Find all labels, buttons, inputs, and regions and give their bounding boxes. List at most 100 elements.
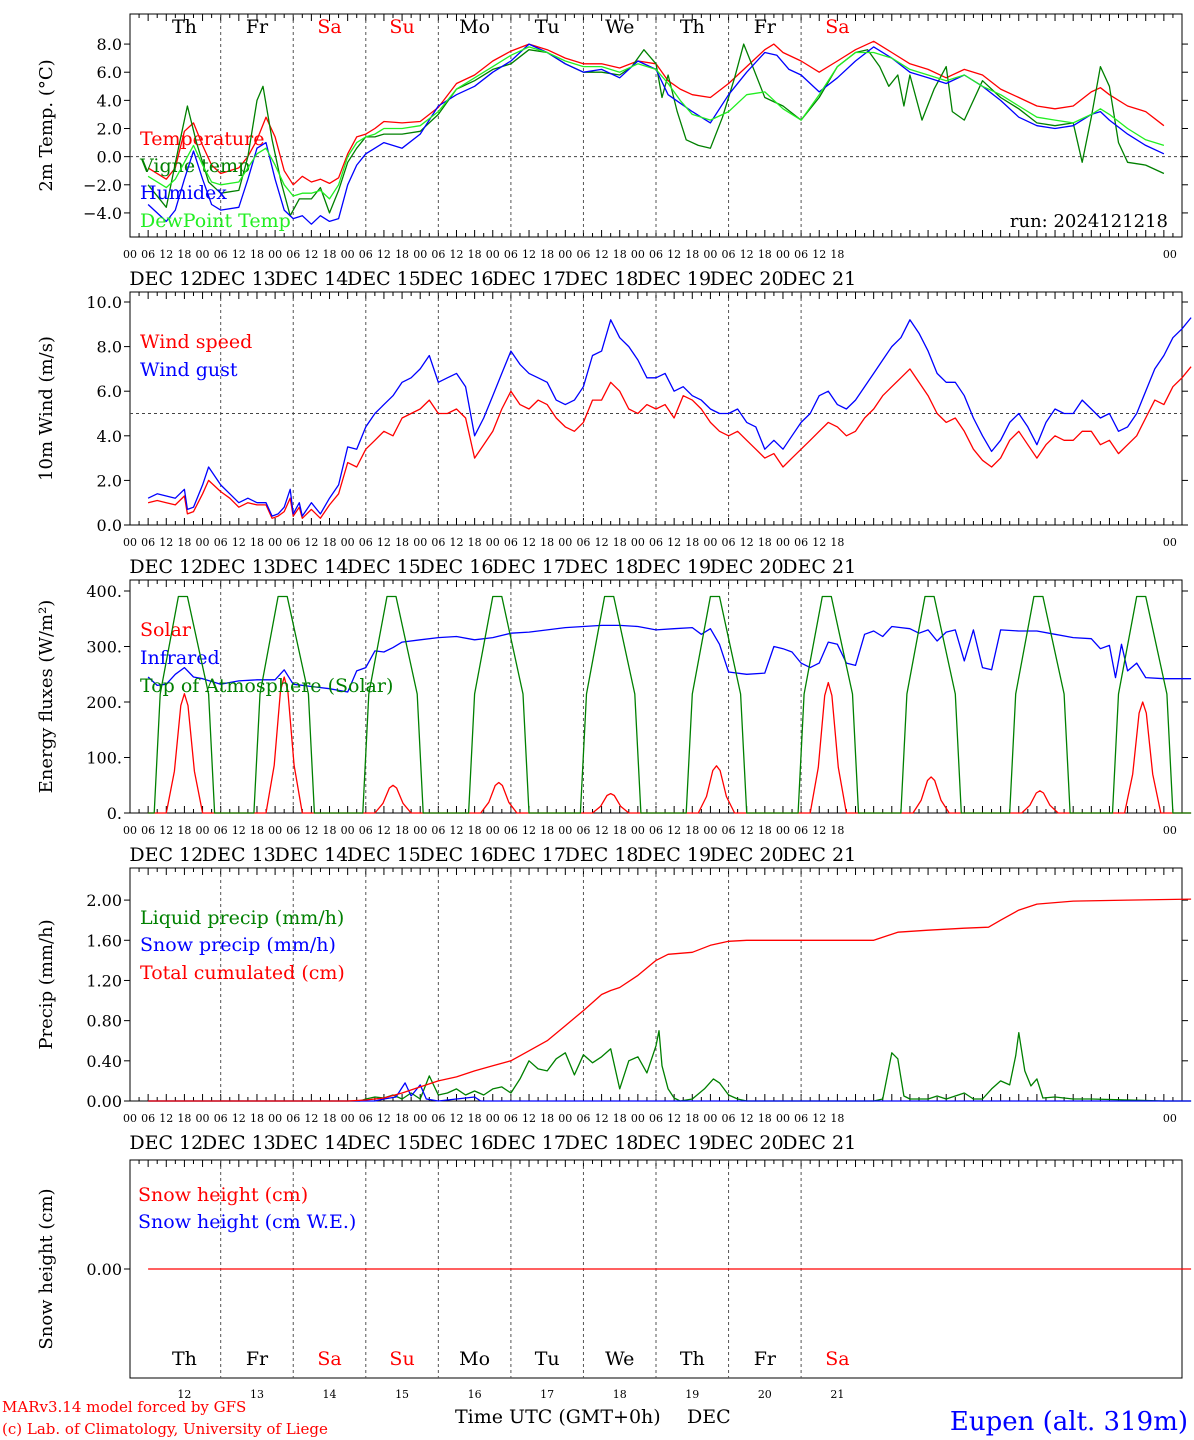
- hour-label: 06: [141, 536, 155, 549]
- hour-label: 06: [214, 536, 228, 549]
- hour-label: 00: [631, 248, 645, 261]
- hour-label: 00: [268, 1112, 282, 1125]
- date-label: DEC 19: [637, 844, 711, 866]
- legend-entry: Total cumulated (cm): [140, 962, 345, 984]
- y-tick-label: 4.0: [97, 427, 122, 446]
- hour-label: 12: [377, 824, 391, 837]
- date-label: DEC 12: [129, 844, 203, 866]
- hour-label: 06: [794, 1112, 808, 1125]
- hour-label: 18: [250, 248, 264, 261]
- day-name: We: [605, 16, 634, 38]
- hour-label: 00: [123, 248, 137, 261]
- series-line-infrared: [147, 624, 1192, 693]
- hour-label: 06: [141, 824, 155, 837]
- series-line-solar: [148, 676, 1192, 814]
- hour-label: 06: [794, 536, 808, 549]
- date-label: DEC 15: [347, 844, 421, 866]
- hour-label: 18: [613, 536, 627, 549]
- hour-label: 18: [685, 824, 699, 837]
- hour-label: 06: [141, 1112, 155, 1125]
- legend-entry: DewPoint Temp: [140, 210, 291, 232]
- hour-label: 06: [576, 1112, 590, 1125]
- hour-label: 12: [159, 248, 173, 261]
- legend-entry: Humidex: [140, 182, 227, 204]
- hour-label: 18: [613, 248, 627, 261]
- hour-label: 06: [286, 536, 300, 549]
- hour-label: 18: [758, 824, 772, 837]
- y-tick-label: 0.80: [86, 1012, 122, 1031]
- day-name: Tu: [535, 16, 560, 38]
- day-name: Sa: [317, 16, 341, 38]
- day-name: Su: [389, 16, 414, 38]
- hour-label: 06: [359, 536, 373, 549]
- date-label: DEC 16: [420, 844, 494, 866]
- legend-entry: Infrared: [140, 647, 220, 669]
- hour-label: 00: [341, 536, 355, 549]
- hour-label: 12: [667, 536, 681, 549]
- hour-label: 12: [232, 1112, 246, 1125]
- day-name: Th: [172, 1348, 197, 1370]
- y-tick-label: 0.00: [86, 1092, 122, 1111]
- date-number: 19: [685, 1388, 699, 1401]
- hour-label: 06: [286, 248, 300, 261]
- hour-label: 06: [722, 1112, 736, 1125]
- y-tick-label: 10.0: [86, 293, 122, 312]
- series-line-wind-speed: [147, 366, 1192, 519]
- hour-label: 18: [540, 536, 554, 549]
- hour-label: 00: [776, 536, 790, 549]
- y-tick-label: 6.0: [97, 63, 122, 82]
- date-label: DEC 20: [710, 556, 784, 578]
- hour-label: 00: [703, 1112, 717, 1125]
- day-name: Th: [172, 16, 197, 38]
- hour-label: 12: [667, 248, 681, 261]
- hour-label: 00: [268, 536, 282, 549]
- hour-label: 12: [812, 824, 826, 837]
- x-axis-label: Time UTC (GMT+0h): [455, 1406, 661, 1428]
- hour-label: 18: [177, 824, 191, 837]
- hour-label: 12: [812, 1112, 826, 1125]
- hour-label: 06: [359, 824, 373, 837]
- legend-entry: Top of Atmosphere (Solar): [140, 675, 393, 697]
- hour-label: 18: [395, 248, 409, 261]
- y-axis-label: Precip (mm/h): [36, 919, 57, 1049]
- x-axis-month: DEC: [687, 1406, 731, 1428]
- y-tick-label: 100.: [86, 749, 122, 768]
- y-axis-label: Energy fluxes (W/m²): [36, 600, 57, 794]
- y-tick-label: 2.00: [86, 891, 122, 910]
- date-label: DEC 20: [710, 1132, 784, 1154]
- date-label: DEC 19: [637, 268, 711, 290]
- day-name: Th: [680, 1348, 705, 1370]
- hour-label: 06: [576, 536, 590, 549]
- hour-label: 18: [830, 824, 844, 837]
- y-tick-label: −4.0: [83, 204, 122, 223]
- hour-label: 18: [685, 1112, 699, 1125]
- hour-label: 00: [558, 248, 572, 261]
- hour-label: 00: [341, 248, 355, 261]
- panel-precip: 0.00 0.40 0.80 1.20 1.60 2.00 Precip (mm/h) 00 0…: [36, 867, 1192, 1154]
- hour-label: 06: [431, 536, 445, 549]
- day-name: Su: [389, 1348, 414, 1370]
- hour-label: 00: [1163, 536, 1177, 549]
- hour-label: 18: [540, 1112, 554, 1125]
- series-line-vigne-temp: [147, 43, 1165, 217]
- date-label: DEC 21: [782, 556, 856, 578]
- hour-label: 18: [177, 248, 191, 261]
- hour-label: 06: [794, 248, 808, 261]
- day-name: Fr: [754, 16, 777, 38]
- hour-label: 12: [377, 248, 391, 261]
- hour-label: 18: [177, 536, 191, 549]
- date-label: DEC 21: [782, 844, 856, 866]
- hour-label: 18: [758, 248, 772, 261]
- legend-entry: Solar: [140, 619, 192, 641]
- y-tick-label: 8.0: [97, 338, 122, 357]
- y-axis-label: Snow height (cm): [36, 1188, 57, 1349]
- hour-label: 06: [214, 824, 228, 837]
- series-line-dewpoint-temp: [147, 46, 1165, 200]
- date-label: DEC 15: [347, 268, 421, 290]
- hour-label: 18: [323, 824, 337, 837]
- y-axis-label: 10m Wind (m/s): [36, 336, 57, 481]
- hour-label: 00: [196, 1112, 210, 1125]
- hour-label: 06: [722, 824, 736, 837]
- day-name: Th: [680, 16, 705, 38]
- hour-label: 00: [631, 824, 645, 837]
